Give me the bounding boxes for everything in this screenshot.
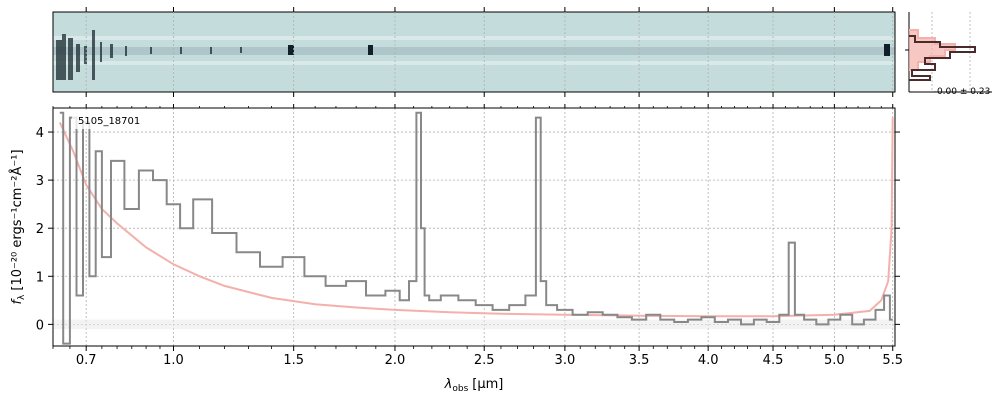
trace-dark-pixel xyxy=(84,46,87,64)
trace-dark-pixel xyxy=(210,47,212,54)
y-axis-label: fλ [10⁻²⁰ ergs⁻¹cm⁻²Å⁻¹] xyxy=(9,149,27,304)
x-tick-label: 2.0 xyxy=(385,353,406,368)
spectrum-1d-panel: 0.7 1.0 1.5 2.0 2.5 3.0 3.5 4.0 4.5 5.0 5.5 01234 … xyxy=(9,104,903,394)
trace-dark-pixel xyxy=(68,38,73,80)
trace-dark-pixel xyxy=(76,44,80,72)
trace-dark-pixel xyxy=(110,44,113,58)
y-tick-label: 1 xyxy=(36,270,44,285)
trace-band xyxy=(53,47,895,55)
spectrum-2d-frame xyxy=(52,11,896,93)
y-tick-label: 0 xyxy=(36,318,44,333)
observed-spectrum-line xyxy=(59,111,893,345)
trace-dark-pixel xyxy=(150,47,152,54)
y-tick-label: 2 xyxy=(36,222,44,237)
x-axis-ticks: 0.7 1.0 1.5 2.0 2.5 3.0 3.5 4.0 4.5 5.0 5.5 xyxy=(52,104,903,368)
trace-emission-pixel xyxy=(288,45,294,55)
x-axis-label-unit: [μm] xyxy=(472,377,503,392)
x-tick-label: 1.0 xyxy=(163,353,184,368)
x-tick-label: 2.5 xyxy=(474,353,495,368)
x-tick-label: 5.5 xyxy=(882,353,903,368)
histogram-panel: -0.00 ± 0.23 xyxy=(905,12,992,97)
trace-dark-pixel xyxy=(92,30,95,80)
x-axis-label-main: λ xyxy=(444,377,453,392)
trace-band-lower xyxy=(53,61,895,65)
histogram-model-step xyxy=(909,29,956,71)
trace-emission-pixel xyxy=(368,45,373,55)
x-tick-label: 0.7 xyxy=(76,353,97,368)
spectrum-2d-trace xyxy=(53,30,895,80)
x-tick-label: 3.5 xyxy=(629,353,650,368)
y-axis-label-sub: λ xyxy=(17,294,27,300)
x-tick-label: 4.0 xyxy=(698,353,719,368)
x-axis-label-sub: obs xyxy=(452,384,468,394)
trace-band-upper xyxy=(53,36,895,40)
object-label-background xyxy=(72,112,152,129)
x-tick-label: 1.5 xyxy=(283,353,304,368)
y-tick-label: 3 xyxy=(36,174,44,189)
spectrum-1d-frame xyxy=(52,107,896,347)
histogram-label: -0.00 ± 0.23 xyxy=(934,87,991,97)
x-tick-label: 3.0 xyxy=(555,353,576,368)
object-label: 5105_18701 xyxy=(78,116,140,127)
spectrum-2d-panel xyxy=(52,7,896,97)
trace-dark-pixel xyxy=(180,47,182,54)
histogram-plot xyxy=(905,12,992,93)
trace-dark-pixel xyxy=(240,47,242,53)
histogram-data-step xyxy=(909,35,976,81)
trace-dark-pixel xyxy=(56,40,62,80)
trace-dark-pixel xyxy=(100,42,102,62)
trace-dark-pixel xyxy=(62,34,66,80)
y-axis-label-unit: [10⁻²⁰ ergs⁻¹cm⁻²Å⁻¹] xyxy=(9,149,25,290)
trace-emission-pixel xyxy=(884,44,890,56)
x-tick-label: 4.5 xyxy=(763,353,784,368)
x-tick-label: 5.0 xyxy=(824,353,845,368)
model-spectrum-line xyxy=(58,117,894,318)
y-axis-label-main: f xyxy=(10,298,25,305)
zero-level-band xyxy=(53,319,895,330)
zero-band-rect xyxy=(53,319,895,330)
spectrum-2d-ticks xyxy=(85,7,894,97)
x-axis-label: λobs [μm] xyxy=(444,377,504,394)
y-axis-ticks: 0 1 2 3 4 xyxy=(36,126,900,333)
trace-dark-pixel xyxy=(125,46,127,56)
y-tick-label: 4 xyxy=(36,126,44,141)
